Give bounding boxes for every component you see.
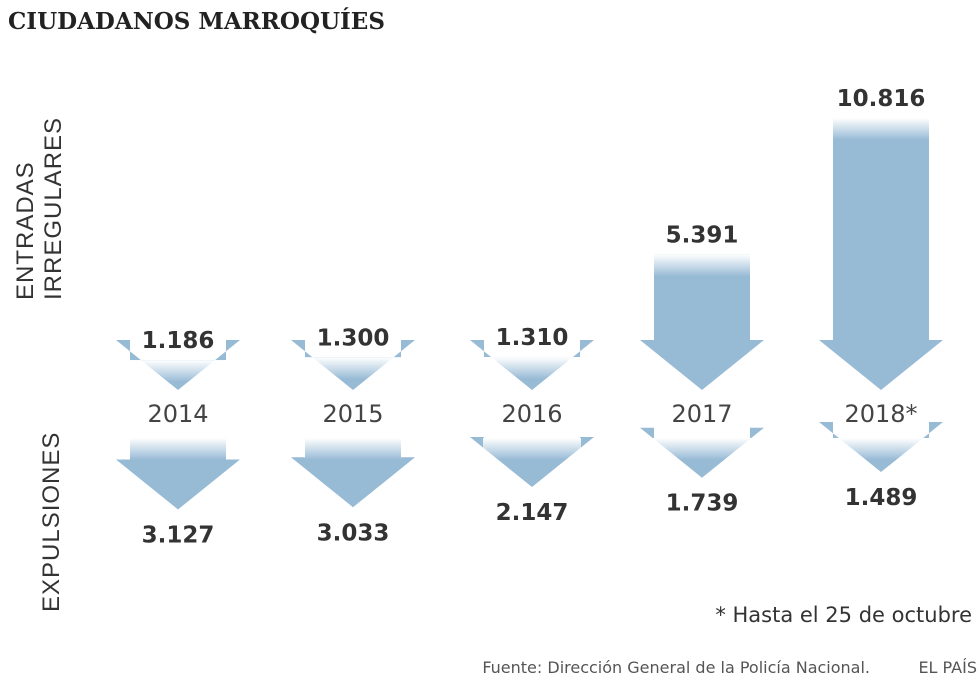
entradas-value-label: 5.391 — [666, 222, 739, 248]
expulsiones-arrow-2015 — [291, 438, 415, 508]
value-labels: 1.186 2014 3.127 1.300 2015 3.033 1.310 2016 2.1… — [142, 86, 926, 548]
entradas-value-label: 10.816 — [837, 86, 926, 112]
year-label: 2018* — [844, 400, 917, 428]
expulsiones-value-label: 1.489 — [845, 485, 918, 511]
side-label-expulsiones: EXPULSIONES — [38, 432, 65, 612]
source-text: Fuente: Dirección General de la Policía … — [482, 658, 870, 677]
entradas-value-label: 1.300 — [317, 325, 390, 351]
expulsiones-value-label: 3.127 — [142, 522, 215, 548]
entradas-arrow-2018 — [819, 117, 943, 390]
expulsiones-value-label: 1.739 — [666, 491, 739, 517]
entradas-arrow-2014 — [116, 340, 240, 390]
entradas-value-label: 1.310 — [496, 325, 569, 351]
expulsiones-arrow-2018 — [819, 422, 943, 473]
entradas-arrow-2016 — [470, 340, 594, 390]
entradas-arrow-2017 — [640, 254, 764, 390]
expulsiones-value-label: 3.033 — [317, 520, 390, 546]
year-label: 2016 — [501, 400, 562, 428]
entradas-arrow-2015 — [291, 340, 415, 390]
year-label: 2017 — [671, 400, 732, 428]
side-label-entradas-line1: ENTRADAS — [12, 161, 39, 300]
entradas-arrows — [116, 117, 943, 390]
footnote: * Hasta el 25 de octubre — [715, 603, 972, 627]
entradas-value-label: 1.186 — [142, 328, 215, 354]
expulsiones-arrow-2016 — [470, 437, 594, 488]
expulsiones-value-label: 2.147 — [496, 500, 569, 526]
chart-title: CIUDADANOS MARROQUÍES — [8, 8, 385, 35]
side-label-entradas-line2: IRREGULARES — [40, 117, 67, 300]
expulsiones-arrow-2014 — [116, 438, 240, 510]
brand-text: EL PAÍS — [918, 658, 977, 677]
expulsiones-arrow-2017 — [640, 427, 764, 478]
expulsiones-arrows — [116, 422, 943, 510]
year-label: 2014 — [147, 400, 208, 428]
year-label: 2015 — [322, 400, 383, 428]
